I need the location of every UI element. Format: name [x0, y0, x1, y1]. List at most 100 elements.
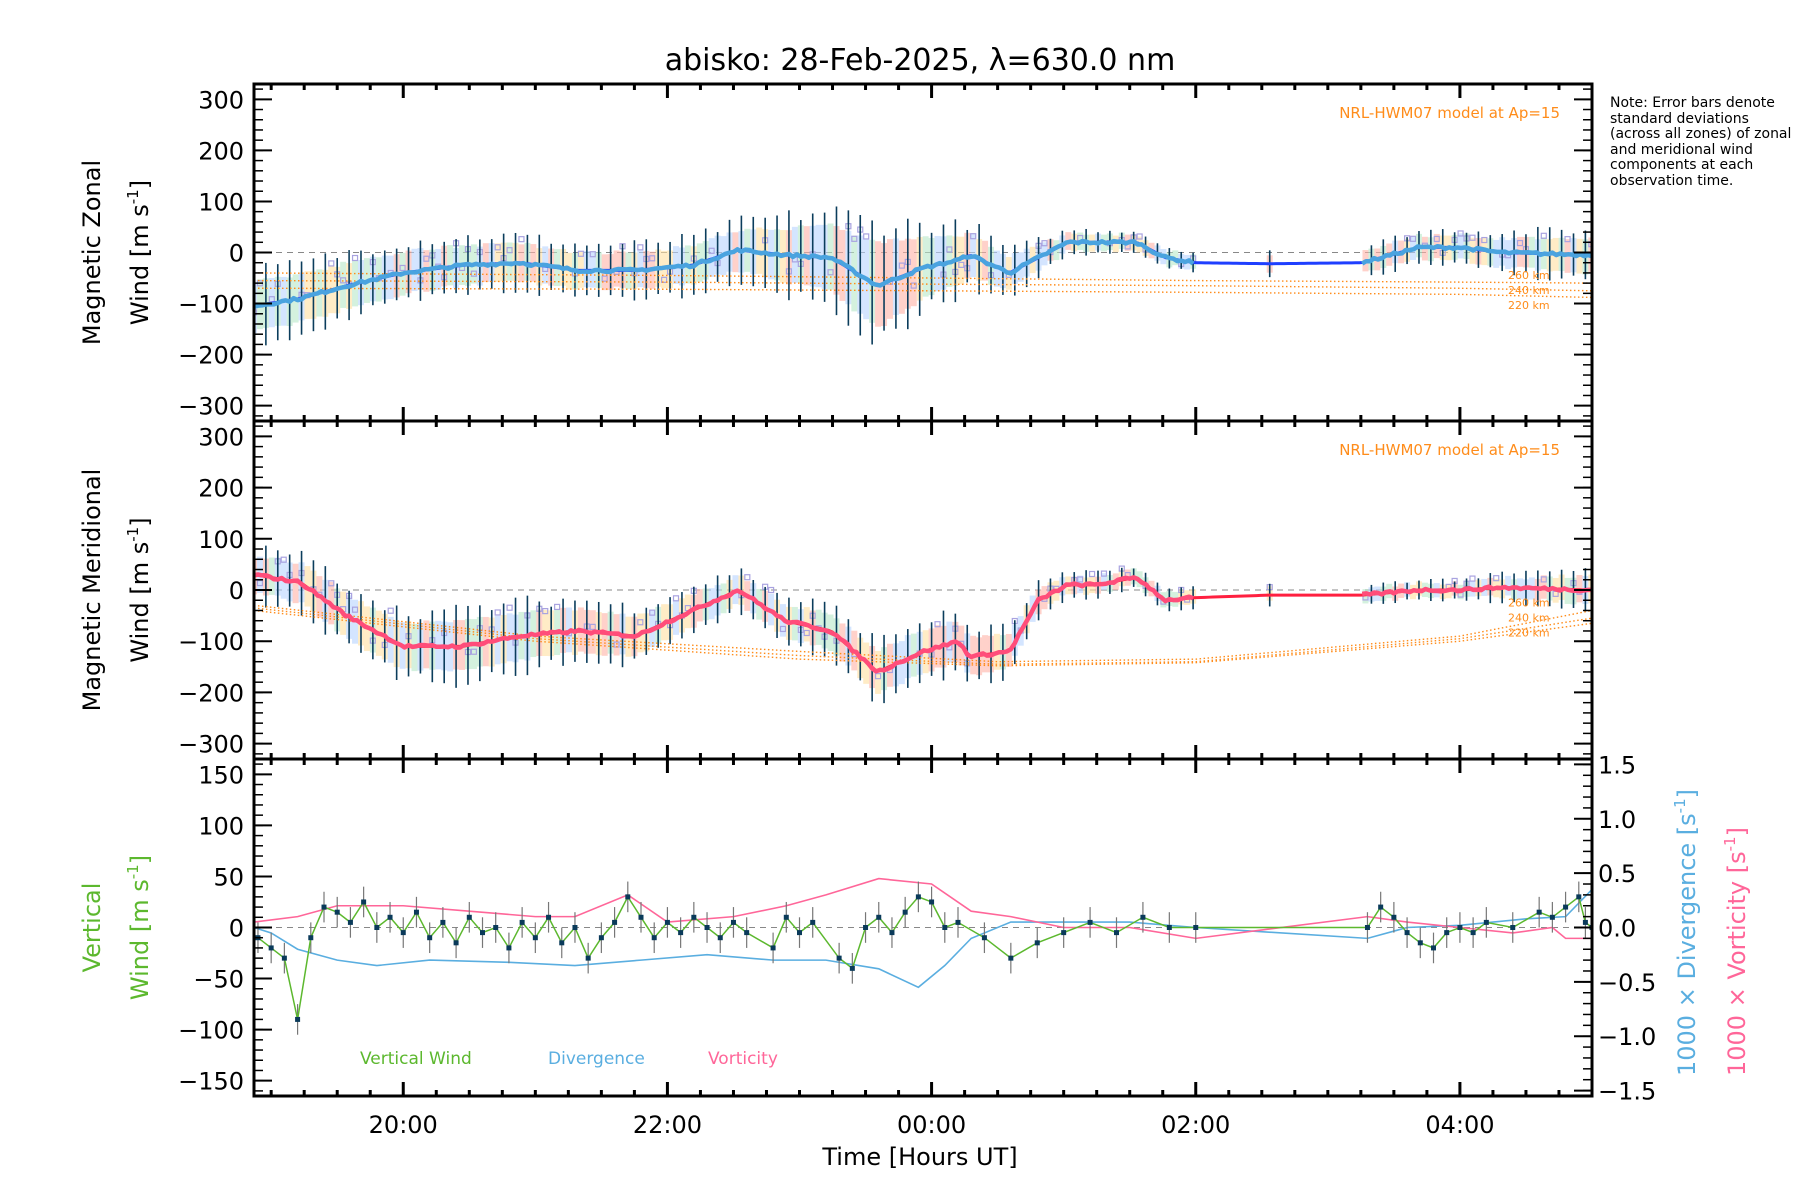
vertical-wind-point	[717, 935, 723, 941]
vertical-wind-point	[453, 940, 459, 946]
vertical-wind-point	[889, 930, 895, 936]
zone-wind-point	[958, 261, 965, 268]
vertical-wind-point	[981, 935, 987, 941]
y-axis-label-superscript: -1	[124, 527, 142, 542]
hwm-model-line-240km	[254, 279, 1592, 292]
vertical-wind-point	[797, 930, 803, 936]
vertical-wind-point	[612, 919, 618, 925]
y2-tick-label: −1.5	[1598, 1078, 1656, 1106]
zone-wind-point	[768, 586, 775, 594]
plot-area-vertical	[254, 877, 1592, 1035]
vertical-wind-point	[664, 919, 670, 925]
mean-wind-line	[254, 572, 1194, 674]
zone-wind-point	[1516, 239, 1524, 247]
error-bar-note: Note: Error bars denote standard deviati…	[1610, 95, 1792, 189]
zone-wind-point	[803, 629, 810, 637]
plot-area-meridional	[254, 545, 1592, 704]
zone-wind-point	[542, 608, 549, 615]
zone-wind-point	[577, 250, 585, 257]
vertical-wind-point	[1563, 904, 1569, 910]
zone-spread-band	[1053, 240, 1060, 261]
zone-wind-point	[494, 609, 501, 616]
y2-tick-label: 1.0	[1598, 806, 1636, 834]
y-tick-label: 100	[198, 188, 244, 216]
vertical-wind-point	[361, 899, 367, 905]
vertical-wind-point	[1034, 940, 1040, 946]
hwm-model-label: NRL-HWM07 model at Ap=15	[1339, 441, 1560, 459]
legend-vertical-wind: Vertical Wind	[360, 1049, 472, 1069]
zone-wind-point	[1540, 576, 1547, 583]
zone-wind-point	[1041, 240, 1048, 247]
y-axis-label-close: ]	[126, 180, 154, 189]
zone-spread-band	[340, 261, 347, 308]
divergence-line	[254, 888, 1592, 989]
plot-layers: 260 km 240 km 220 km NRL-HWM07 model at Ap=…	[78, 82, 1751, 1139]
vertical-wind-point	[1470, 930, 1476, 936]
zone-wind-point	[672, 595, 680, 602]
zone-wind-point	[340, 277, 347, 284]
zone-wind-point	[506, 604, 513, 611]
vertical-wind-point	[427, 935, 433, 941]
y2-tick-label: −0.5	[1598, 969, 1656, 997]
x-axis-label: Time [Hours UT]	[821, 1143, 1017, 1171]
zone-wind-point	[863, 233, 870, 240]
plot-area-zonal	[254, 206, 1592, 346]
zone-wind-point	[1077, 576, 1084, 583]
vertical-wind-point	[638, 914, 644, 920]
y-axis-label-line2: Wind [m s-1]	[124, 180, 154, 325]
y-axis-label-text: Wind [m s	[126, 879, 154, 1000]
vertical-wind-point	[1483, 919, 1489, 925]
zone-wind-point	[280, 556, 287, 563]
x-tick-label: 22:00	[633, 1111, 702, 1139]
panel-meridional: 260 km 240 km 220 km NRL-HWM07 model at Ap=…	[78, 419, 1594, 761]
divergence-axis-label-superscript: -1	[1671, 798, 1689, 813]
y-axis-label-superscript: -1	[124, 864, 142, 879]
y-tick-label: 50	[213, 863, 244, 891]
vertical-wind-point	[1536, 909, 1542, 915]
legend-vorticity: Vorticity	[708, 1049, 778, 1069]
zone-wind-point	[328, 580, 335, 587]
vertical-wind-point	[493, 925, 499, 930]
hwm-model-label: NRL-HWM07 model at Ap=15	[1339, 104, 1560, 122]
zone-wind-point	[637, 244, 644, 251]
zone-wind-point	[910, 282, 917, 289]
vertical-wind-point	[519, 919, 525, 925]
vertical-wind-point	[374, 925, 380, 930]
zone-wind-point	[744, 574, 751, 581]
zone-spread-band	[1505, 575, 1512, 596]
divergence-axis-label: 1000 × Divergence [s-1]	[1671, 789, 1701, 1076]
zone-spread-band	[506, 242, 513, 281]
zone-wind-point	[1564, 236, 1571, 243]
hwm-model-line-220km	[254, 287, 1592, 299]
zone-wind-point	[1100, 570, 1108, 577]
vertical-wind-point	[849, 965, 855, 971]
y-axis-label-line1: Magnetic Meridional	[78, 469, 106, 712]
zone-wind-point	[1457, 230, 1464, 237]
vertical-wind-point	[770, 945, 776, 951]
vertical-wind-point	[334, 909, 340, 915]
y-axis-label-line1: Magnetic Zonal	[78, 160, 106, 345]
vertical-wind-point	[1457, 925, 1463, 930]
chart-title: abisko: 28-Feb-2025, λ=630.0 nm	[665, 43, 1176, 78]
panel-vertical: 1.5 1.0 0.5 0.0 −0.5 −1.0 −1.5 1000 × Divergenc…	[78, 751, 1751, 1105]
hwm-altitude-label: 240 km	[1508, 284, 1550, 297]
mean-wind-line	[1361, 243, 1592, 266]
y-tick-label: −300	[178, 731, 244, 759]
hwm-model-line-260km	[254, 272, 1592, 284]
vertical-wind-point	[559, 940, 565, 946]
vertical-wind-point	[1193, 925, 1199, 930]
zone-wind-point	[1409, 235, 1417, 242]
zone-wind-point	[1469, 575, 1476, 582]
vorticity-axis-label-text: 1000 × Vorticity [s	[1723, 851, 1751, 1076]
zone-wind-point	[708, 247, 715, 254]
y-axis-label-line2: Wind [m s-1]	[124, 517, 154, 662]
hwm-altitude-label: 240 km	[1508, 611, 1550, 624]
hwm-altitude-label: 260 km	[1508, 596, 1550, 609]
y-axis-label-text: Wind [m s	[126, 542, 154, 663]
vertical-wind-point	[744, 930, 750, 936]
zone-wind-point	[934, 621, 941, 628]
panel-zonal: 260 km 240 km 220 km NRL-HWM07 model at Ap=…	[78, 82, 1594, 423]
zone-wind-point	[1481, 236, 1488, 244]
y-axis-label-line1: Vertical	[78, 883, 106, 973]
